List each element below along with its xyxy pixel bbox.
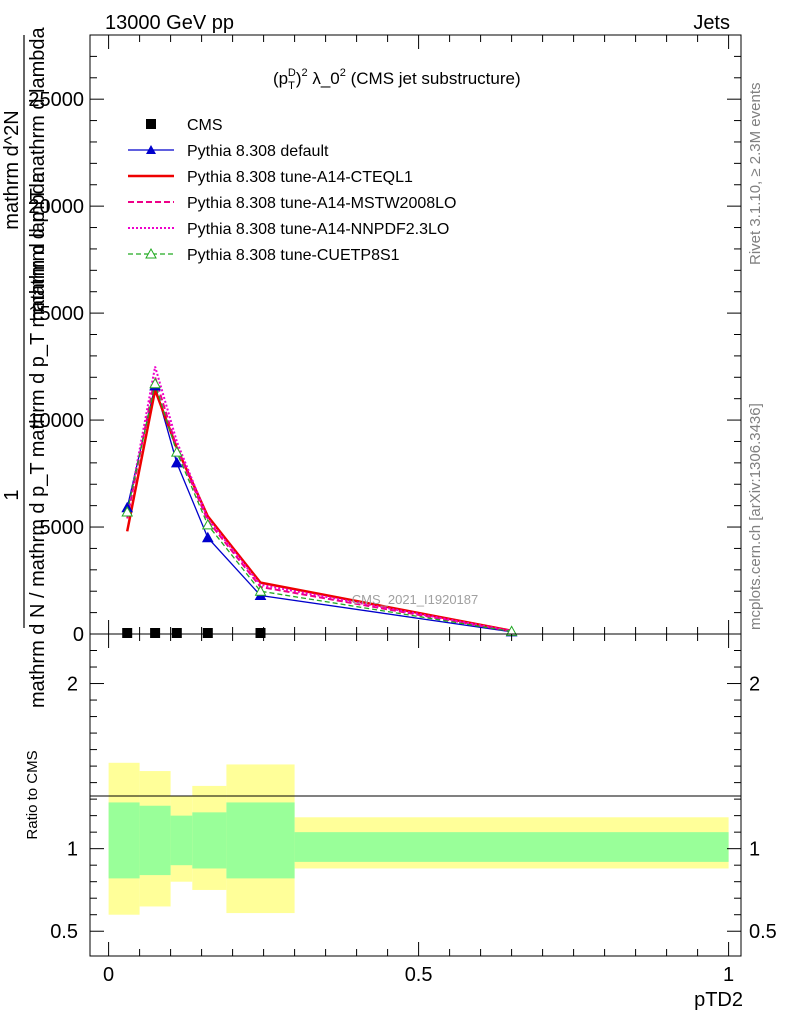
ratio-tick-label: 0.5 [50, 921, 78, 943]
main-panel: 0 5000 10000 15000 20000 25000 CMS_2021_I1920… [28, 34, 742, 646]
ratio-tick-label-right: 1 [749, 839, 760, 861]
chart-watermark: CMS_2021_I1920187 [352, 592, 479, 607]
rivet-label: Rivet 3.1.10, ≥ 2.3M events [747, 83, 764, 266]
header-right: Jets [693, 12, 730, 34]
series-point [201, 518, 214, 530]
series-point [254, 585, 267, 596]
y-tick-label: 15000 [28, 303, 84, 325]
cms-data-point [122, 628, 133, 638]
legend-label: CMS [187, 117, 223, 134]
ratio-panel: 0 0.5 1 0.5 0.5 1 1 2 2 Ratio to CMS [24, 633, 777, 986]
legend-label: Pythia 8.308 default [187, 143, 329, 160]
legend-label: Pythia 8.308 tune-CUETP8S1 [187, 247, 400, 264]
legend-label: Pythia 8.308 tune-A14-MSTW2008LO [187, 195, 456, 212]
series-point [170, 446, 183, 457]
cms-data-point [202, 628, 213, 638]
cms-data-point [150, 628, 161, 638]
ratio-band-inner [139, 805, 171, 876]
legend-marker [145, 247, 157, 259]
legend-marker [146, 145, 156, 154]
ratio-y-label: Ratio to CMS [24, 750, 41, 839]
ratio-frame [89, 633, 742, 957]
series-point [201, 531, 214, 543]
y-axis-title-numerator: mathrm d^2N [1, 110, 23, 229]
series-point [170, 456, 183, 468]
x-axis-title: pTD2 [694, 989, 743, 1011]
x-tick-label: 0.5 [405, 964, 433, 986]
cms-data-point [171, 628, 182, 638]
series-point [121, 506, 134, 517]
legend: CMS Pythia 8.308 default Pythia 8.308 tune… [128, 117, 456, 264]
y-tick-label: 0 [73, 624, 84, 646]
ratio-tick-label: 2 [67, 674, 78, 696]
ratio-tick-label: 1 [67, 839, 78, 861]
y-tick-label: 20000 [28, 196, 84, 218]
legend-label: Pythia 8.308 tune-A14-CTEQL1 [187, 169, 413, 186]
y-axis-title-denominator-b: mathrm d N / mathrm d p_T mathrm d p_T m… [27, 171, 49, 708]
legend-label: Pythia 8.308 tune-A14-NNPDF2.3LO [187, 221, 449, 238]
ratio-band-inner [192, 812, 227, 869]
series-point [149, 377, 161, 389]
series-line [126, 366, 512, 632]
cms-data-point [255, 628, 266, 638]
header-left: 13000 GeV pp [105, 12, 234, 34]
chart-title: (pTD)2 λ_02 (CMS jet substructure) [273, 67, 521, 92]
mcplots-label: mcplots.cern.ch [arXiv:1306.3436] [747, 403, 764, 630]
series-line [126, 376, 512, 633]
ratio-band-inner [170, 815, 193, 866]
y-axis-title-denominator-a: mathrm d p_T mathrm d lambda [27, 26, 49, 312]
y-tick-label: 10000 [28, 410, 84, 432]
legend-marker [146, 119, 156, 129]
x-tick-label: 1 [723, 964, 734, 986]
ratio-tick-label-right: 0.5 [749, 921, 777, 943]
y-axis-title-one: 1 [1, 489, 23, 500]
ratio-band-inner [226, 802, 295, 879]
svg-text:(pTD)2 λ_02 (CMS jet substruct: (pTD)2 λ_02 (CMS jet substructure) [273, 67, 521, 92]
series-line [126, 381, 512, 633]
ratio-band-inner [108, 802, 140, 879]
x-tick-label: 0 [103, 964, 114, 986]
y-tick-label: 5000 [40, 517, 85, 539]
y-axis-title: 1 mathrm d^2N mathrm d p_T mathrm d lamb… [1, 26, 49, 708]
y-tick-label: 25000 [28, 89, 84, 111]
ratio-tick-label-right: 2 [749, 674, 760, 696]
ratio-band-inner [294, 832, 729, 862]
